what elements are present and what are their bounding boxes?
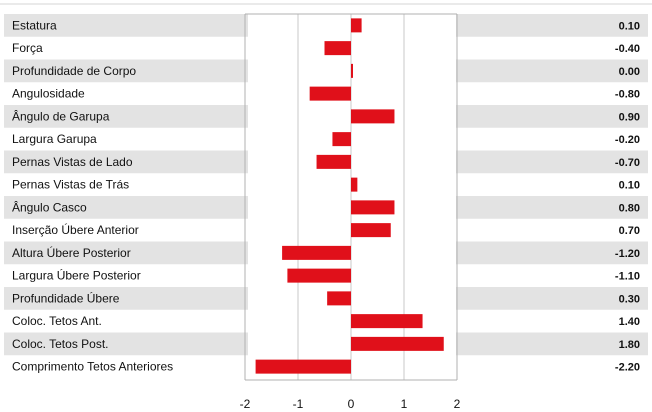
bar: [332, 132, 351, 147]
category-label: Profundidade Úbere: [12, 290, 120, 305]
category-label: Inserção Úbere Anterior: [12, 222, 139, 237]
value-label: -0.20: [615, 134, 640, 146]
value-label: -0.40: [615, 43, 640, 55]
category-label: Profundidade de Corpo: [12, 64, 136, 78]
category-labels: Estatura Força Profundidade de Corpo Angulo…: [12, 18, 173, 373]
bar: [351, 314, 423, 329]
value-label: 0.70: [619, 225, 640, 237]
value-label: 0.90: [619, 111, 640, 123]
bar: [327, 291, 351, 306]
value-label: -0.70: [615, 157, 640, 169]
value-labels: 0.10 -0.40 0.00 -0.80 0.90 -0.20 -0.70 0.10 0.80…: [615, 20, 640, 373]
bar: [351, 200, 395, 215]
category-label: Pernas Vistas de Trás: [12, 178, 129, 192]
value-label: 0.10: [619, 180, 640, 192]
bar: [351, 109, 395, 124]
category-label: Largura Garupa: [12, 132, 97, 146]
bar: [255, 359, 351, 374]
category-label: Ângulo de Garupa: [12, 108, 110, 123]
bar: [324, 41, 351, 56]
bar: [351, 223, 391, 238]
tick-label: 2: [454, 397, 461, 411]
category-label: Ângulo Casco: [12, 199, 87, 214]
value-label: 0.30: [619, 293, 640, 305]
value-label: -2.20: [615, 362, 640, 374]
category-label: Força: [12, 41, 43, 55]
category-label: Coloc. Tetos Post.: [12, 337, 109, 351]
bar: [351, 336, 444, 351]
value-label: -0.80: [615, 89, 640, 101]
category-label: Estatura: [12, 18, 57, 32]
bar: [282, 245, 351, 260]
category-label: Largura Úbere Posterior: [12, 268, 141, 283]
category-label: Angulosidade: [12, 87, 85, 101]
tick-label: 0: [348, 397, 355, 411]
x-axis-ticks: -2 -1 0 1 2: [240, 397, 461, 411]
bar: [287, 268, 351, 283]
value-label: 0.80: [619, 202, 640, 214]
bar: [351, 18, 362, 33]
value-label: 0.00: [619, 66, 640, 78]
value-label: 1.80: [619, 339, 640, 351]
tick-label: -2: [240, 397, 251, 411]
bar: [351, 177, 358, 192]
category-label: Coloc. Tetos Ant.: [12, 314, 102, 328]
tick-label: -1: [293, 397, 304, 411]
bar: [316, 154, 351, 169]
tick-label: 1: [401, 397, 408, 411]
category-label: Comprimento Tetos Anteriores: [12, 360, 173, 374]
value-label: 1.40: [619, 316, 640, 328]
bar: [309, 86, 351, 101]
value-label: -1.20: [615, 248, 640, 260]
value-label: -1.10: [615, 271, 640, 283]
category-label: Pernas Vistas de Lado: [12, 155, 133, 169]
bar: [351, 63, 353, 78]
value-label: 0.10: [619, 20, 640, 32]
category-label: Altura Úbere Posterior: [12, 245, 131, 260]
bars: [255, 18, 444, 374]
